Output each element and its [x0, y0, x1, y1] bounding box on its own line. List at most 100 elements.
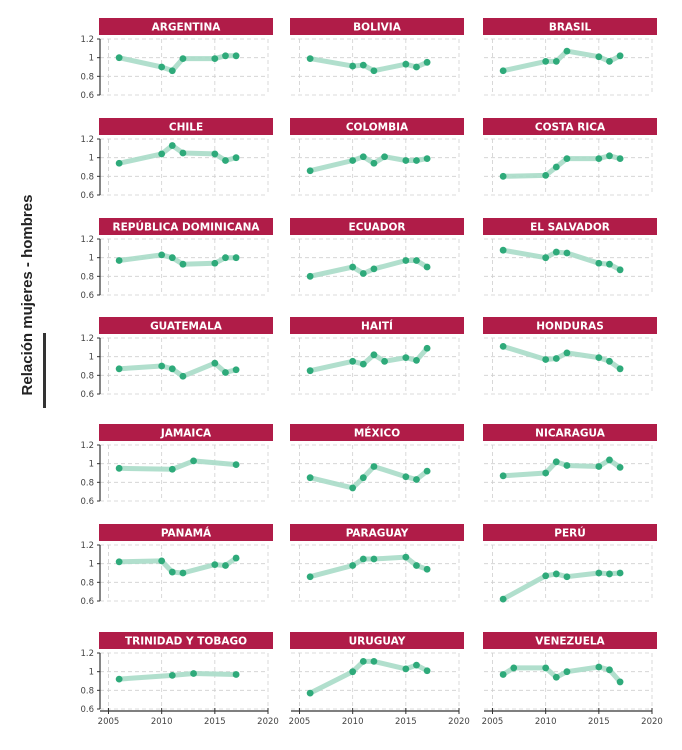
y-tick-label: 0.6: [80, 597, 94, 607]
series-line: [116, 143, 239, 166]
data-point: [359, 658, 367, 665]
data-point: [606, 570, 613, 578]
data-point: [413, 257, 420, 264]
panel-title: HAITÍ: [361, 320, 393, 333]
data-point: [359, 555, 367, 563]
data-point: [381, 153, 388, 161]
data-point: [563, 47, 571, 55]
data-point: [606, 152, 613, 160]
data-point: [413, 63, 420, 71]
data-point: [542, 572, 550, 580]
panel-header: [483, 18, 657, 35]
panel-header: [483, 524, 657, 541]
panel-costa-rica: COSTA RICA: [483, 118, 657, 196]
y-tick-label: 1.2: [80, 334, 94, 344]
data-point: [552, 163, 560, 171]
data-point: [306, 55, 314, 62]
data-point: [552, 248, 560, 256]
data-point: [158, 557, 166, 565]
panel-república-dominicana: REPÚBLICA DOMINICANA 0.6 0.8 1 1.2: [80, 218, 273, 301]
series-line: [500, 570, 623, 602]
panel-header: [290, 118, 464, 135]
data-point: [563, 462, 571, 469]
data-point: [359, 153, 367, 161]
panel-header: [99, 18, 273, 35]
data-point: [168, 142, 176, 149]
data-point: [616, 266, 624, 274]
data-point: [423, 467, 431, 475]
panel-paraguay: PARAGUAY: [290, 524, 464, 602]
y-tick-label: 1.2: [80, 35, 94, 45]
data-point: [616, 464, 624, 471]
data-point: [232, 554, 240, 562]
panel-perú: PERÚ: [483, 524, 657, 603]
data-point: [423, 344, 431, 352]
panel-header: [99, 317, 273, 334]
data-point: [499, 246, 507, 254]
y-tick-label: 1: [89, 154, 94, 164]
y-tick-label: 0.8: [80, 72, 94, 82]
data-point: [402, 60, 410, 68]
data-point: [370, 555, 378, 563]
panel-title: COSTA RICA: [535, 122, 606, 134]
series-line: [307, 658, 430, 696]
data-point: [168, 365, 176, 373]
data-point: [359, 61, 367, 69]
panel-header: [483, 218, 657, 235]
data-point: [563, 249, 571, 257]
data-point: [168, 254, 176, 262]
panel-header: [483, 118, 657, 135]
y-tick-label: 1.2: [80, 135, 94, 145]
panel-el-salvador: EL SALVADOR: [483, 218, 657, 296]
panel-title: ECUADOR: [349, 222, 406, 234]
data-point: [595, 569, 603, 577]
y-tick-label: 0.6: [80, 91, 94, 101]
panel-title: HONDURAS: [536, 321, 604, 333]
series-line: [307, 554, 430, 580]
panel-title: PERÚ: [554, 527, 585, 540]
panel-haití: HAITÍ: [290, 317, 464, 395]
series-line: [307, 56, 430, 74]
data-point: [179, 149, 187, 157]
data-point: [595, 259, 603, 267]
y-tick-label: 0.8: [80, 578, 94, 588]
data-point: [349, 157, 357, 164]
data-point: [542, 172, 550, 179]
y-tick-label: 1.2: [80, 649, 94, 659]
data-point: [211, 55, 219, 62]
y-tick-label: 0.6: [80, 191, 94, 201]
data-point: [595, 155, 603, 163]
data-point: [542, 664, 550, 672]
data-point: [542, 254, 550, 262]
data-point: [168, 67, 176, 75]
data-point: [595, 53, 603, 61]
data-point: [510, 664, 518, 672]
panel-title: PARAGUAY: [346, 528, 409, 540]
data-point: [179, 372, 187, 380]
data-point: [563, 349, 571, 357]
data-point: [370, 463, 378, 470]
data-point: [499, 595, 507, 603]
panel-title: URUGUAY: [349, 636, 406, 648]
data-point: [115, 464, 123, 472]
series-line: [116, 671, 239, 682]
panel-title: REPÚBLICA DOMINICANA: [112, 221, 260, 234]
data-point: [179, 260, 187, 268]
data-point: [190, 457, 197, 465]
data-point: [222, 157, 229, 164]
data-point: [595, 354, 603, 361]
series-line: [500, 343, 623, 372]
y-tick-label: 1: [89, 54, 94, 64]
data-point: [616, 678, 624, 686]
panel-header: [483, 317, 657, 334]
panel-header: [290, 524, 464, 541]
data-point: [595, 463, 603, 470]
panel-title: BRASIL: [549, 22, 592, 34]
x-tick-label: 2015: [204, 717, 226, 727]
data-point: [552, 458, 560, 466]
data-point: [115, 54, 123, 62]
panel-venezuela: VENEZUELA 2005 2010 2015 2020: [482, 632, 663, 727]
data-point: [349, 357, 357, 365]
data-point: [115, 159, 123, 167]
data-point: [499, 172, 507, 180]
